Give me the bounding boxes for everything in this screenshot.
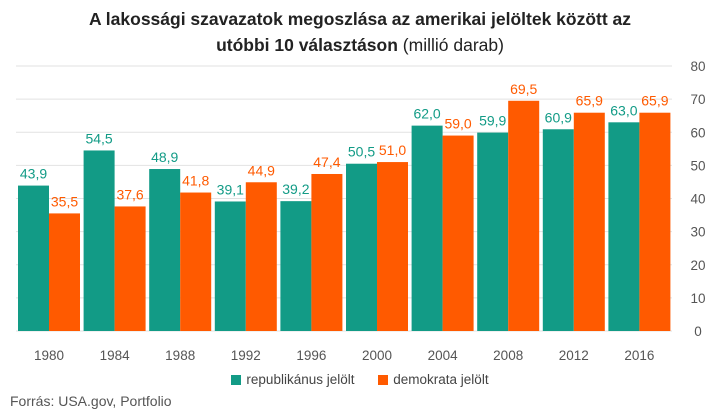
y-tick-label: 50 xyxy=(690,158,705,173)
bar-democrat xyxy=(49,213,80,331)
x-tick-label: 1984 xyxy=(100,348,131,363)
data-label: 44,9 xyxy=(248,162,275,178)
legend-swatch-republican xyxy=(231,375,242,385)
y-tick-label: 30 xyxy=(690,225,705,240)
x-tick-label: 2000 xyxy=(362,348,392,363)
data-label: 54,5 xyxy=(85,130,112,146)
legend-label-republican: republikánus jelölt xyxy=(246,372,355,387)
data-label: 59,9 xyxy=(479,113,506,129)
bar-democrat xyxy=(573,112,605,331)
bar-republican xyxy=(411,125,443,331)
legend-item-republican: republikánus jelölt xyxy=(231,372,355,387)
title-unit: (millió darab) xyxy=(402,35,504,55)
y-tick-label: 40 xyxy=(690,192,705,207)
data-label: 35,5 xyxy=(51,193,78,209)
data-labels: 43,935,5 54,5 37,6 48,941,8 39,144,9 39,247,4… xyxy=(20,81,669,210)
data-label: 65,9 xyxy=(641,93,668,109)
data-label: 47,4 xyxy=(313,154,340,170)
x-tick-label: 2012 xyxy=(559,348,589,363)
bar-republican xyxy=(83,150,115,331)
data-label: 65,9 xyxy=(576,93,603,109)
y-axis: 0 10 20 30 40 50 60 70 80 xyxy=(690,59,705,339)
y-tick-label: 20 xyxy=(690,258,705,273)
x-tick-label: 1996 xyxy=(296,348,326,363)
data-label: 39,2 xyxy=(282,181,309,197)
x-tick-label: 2004 xyxy=(428,348,459,363)
y-tick-label: 70 xyxy=(690,92,705,107)
y-tick-label: 80 xyxy=(690,59,705,74)
bar-republican xyxy=(346,163,377,331)
data-label: 39,1 xyxy=(217,181,244,197)
data-label: 63,0 xyxy=(610,102,637,118)
data-label: 59,0 xyxy=(444,116,471,132)
chart-title: A lakossági szavazatok megoszlása az ame… xyxy=(0,6,720,58)
bar-democrat xyxy=(442,135,474,331)
data-label: 69,5 xyxy=(510,81,537,97)
y-tick-label: 60 xyxy=(690,125,705,140)
data-label: 51,0 xyxy=(379,142,406,158)
bar-republican xyxy=(608,122,640,331)
y-tick-label: 0 xyxy=(694,324,702,339)
bar-republican xyxy=(214,201,246,331)
bar-democrat xyxy=(114,206,146,331)
x-tick-label: 2016 xyxy=(624,348,654,363)
x-tick-label: 1992 xyxy=(231,348,261,363)
bar-democrat xyxy=(508,100,540,331)
data-label: 48,9 xyxy=(151,149,178,165)
legend-label-democrat: demokrata jelölt xyxy=(393,372,489,387)
bar-democrat xyxy=(180,192,212,331)
bar-democrat xyxy=(377,162,408,331)
data-label: 43,9 xyxy=(20,166,47,182)
x-tick-label: 1980 xyxy=(34,348,64,363)
y-tick-label: 10 xyxy=(690,291,705,306)
bar-democrat xyxy=(245,182,277,331)
bar-republican xyxy=(18,185,49,331)
source-note: Forrás: USA.gov, Portfolio xyxy=(10,393,172,409)
data-label: 62,0 xyxy=(413,106,440,122)
x-axis: 1980 1984 1988 1992 1996 2000 2004 2008 2012 2016 xyxy=(34,348,654,363)
bars xyxy=(18,100,671,331)
data-label: 37,6 xyxy=(116,186,143,202)
data-label: 50,5 xyxy=(348,144,375,160)
data-label: 41,8 xyxy=(182,173,209,189)
x-tick-label: 2008 xyxy=(493,348,523,363)
bar-republican xyxy=(542,129,574,331)
bar-republican xyxy=(280,201,312,331)
legend-swatch-democrat xyxy=(378,375,389,385)
legend: republikánus jelölt demokrata jelölt xyxy=(0,372,720,387)
bar-republican xyxy=(149,169,181,331)
title-line-2: utóbbi 10 választáson xyxy=(216,35,398,55)
x-tick-label: 1988 xyxy=(165,348,195,363)
bar-democrat xyxy=(639,112,671,331)
legend-item-democrat: demokrata jelölt xyxy=(378,372,489,387)
bar-democrat xyxy=(311,173,343,331)
data-label: 60,9 xyxy=(545,109,572,125)
bar-republican xyxy=(477,132,509,331)
title-line-1: A lakossági szavazatok megoszlása az ame… xyxy=(88,9,632,29)
